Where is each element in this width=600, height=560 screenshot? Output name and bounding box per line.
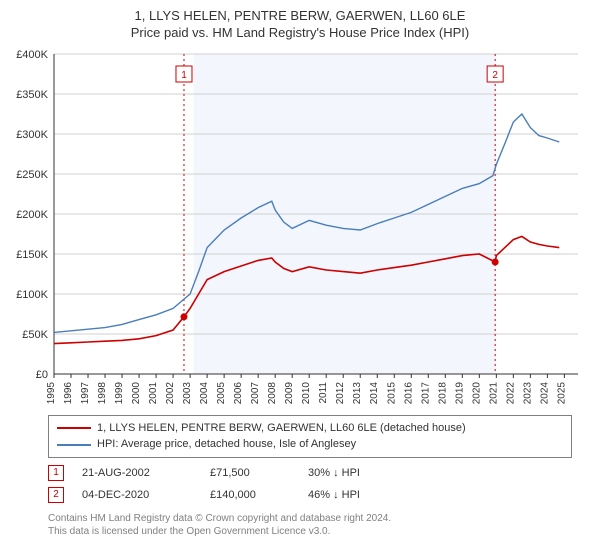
svg-text:2013: 2013	[352, 381, 363, 404]
svg-text:2024: 2024	[539, 381, 550, 404]
svg-text:1995: 1995	[46, 381, 57, 404]
legend-row: 1, LLYS HELEN, PENTRE BERW, GAERWEN, LL6…	[57, 420, 563, 437]
chart-container: £0 £50K £100K £150K £200K £250K £300K £350K £400…	[8, 46, 592, 409]
svg-text:2016: 2016	[403, 381, 414, 404]
svg-text:2012: 2012	[335, 381, 346, 404]
legend-swatch	[57, 427, 91, 429]
title-subtitle: Price paid vs. HM Land Registry's House …	[8, 25, 592, 42]
svg-text:£250K: £250K	[16, 169, 48, 181]
svg-text:2023: 2023	[522, 381, 533, 404]
legend-swatch	[57, 444, 91, 446]
svg-text:2005: 2005	[216, 381, 227, 404]
marker-price: £140,000	[210, 489, 290, 501]
legend-label: HPI: Average price, detached house, Isle…	[97, 436, 356, 453]
svg-text:2017: 2017	[420, 381, 431, 404]
svg-text:2008: 2008	[267, 381, 278, 404]
svg-text:2025: 2025	[556, 381, 567, 404]
svg-text:1: 1	[181, 70, 187, 81]
svg-text:2009: 2009	[284, 381, 295, 404]
svg-text:2000: 2000	[131, 381, 142, 404]
sale-marker-row: 1 21-AUG-2002 £71,500 30% ↓ HPI	[48, 462, 572, 484]
svg-text:2006: 2006	[233, 381, 244, 404]
svg-text:1999: 1999	[114, 381, 125, 404]
title-address: 1, LLYS HELEN, PENTRE BERW, GAERWEN, LL6…	[8, 8, 592, 25]
svg-text:2021: 2021	[488, 381, 499, 404]
footer-line1: Contains HM Land Registry data © Crown c…	[48, 512, 572, 525]
svg-text:2001: 2001	[148, 381, 159, 404]
price-chart: £0 £50K £100K £150K £200K £250K £300K £350K £400…	[8, 46, 592, 406]
svg-text:£350K: £350K	[16, 89, 48, 101]
marker-date: 21-AUG-2002	[82, 467, 192, 479]
svg-text:£150K: £150K	[16, 249, 48, 261]
svg-text:2: 2	[492, 70, 498, 81]
svg-text:1998: 1998	[97, 381, 108, 404]
svg-text:£100K: £100K	[16, 289, 48, 301]
svg-text:1996: 1996	[63, 381, 74, 404]
legend-label: 1, LLYS HELEN, PENTRE BERW, GAERWEN, LL6…	[97, 420, 466, 437]
marker-date: 04-DEC-2020	[82, 489, 192, 501]
legend-row: HPI: Average price, detached house, Isle…	[57, 436, 563, 453]
svg-text:£50K: £50K	[22, 329, 48, 341]
marker-delta: 30% ↓ HPI	[308, 467, 360, 479]
sale-markers-table: 1 21-AUG-2002 £71,500 30% ↓ HPI 2 04-DEC-2020…	[48, 462, 572, 506]
sale-marker-row: 2 04-DEC-2020 £140,000 46% ↓ HPI	[48, 484, 572, 506]
svg-text:2002: 2002	[165, 381, 176, 404]
svg-text:2019: 2019	[454, 381, 465, 404]
svg-text:2004: 2004	[199, 381, 210, 404]
legend: 1, LLYS HELEN, PENTRE BERW, GAERWEN, LL6…	[48, 415, 572, 458]
marker-badge: 1	[48, 465, 64, 481]
svg-text:2022: 2022	[505, 381, 516, 404]
svg-text:2014: 2014	[369, 381, 380, 404]
footer-line2: This data is licensed under the Open Gov…	[48, 525, 572, 538]
svg-text:£0: £0	[36, 369, 48, 381]
svg-text:£400K: £400K	[16, 49, 48, 61]
footer-attribution: Contains HM Land Registry data © Crown c…	[48, 512, 572, 538]
svg-text:2011: 2011	[318, 381, 329, 403]
svg-text:2015: 2015	[386, 381, 397, 404]
svg-text:£300K: £300K	[16, 129, 48, 141]
svg-text:2007: 2007	[250, 381, 261, 404]
marker-price: £71,500	[210, 467, 290, 479]
svg-text:2010: 2010	[301, 381, 312, 404]
marker-badge: 2	[48, 487, 64, 503]
svg-text:2020: 2020	[471, 381, 482, 404]
svg-text:£200K: £200K	[16, 209, 48, 221]
marker-delta: 46% ↓ HPI	[308, 489, 360, 501]
chart-title-block: 1, LLYS HELEN, PENTRE BERW, GAERWEN, LL6…	[8, 8, 592, 42]
svg-text:2018: 2018	[437, 381, 448, 404]
svg-text:2003: 2003	[182, 381, 193, 404]
svg-text:1997: 1997	[80, 381, 91, 404]
